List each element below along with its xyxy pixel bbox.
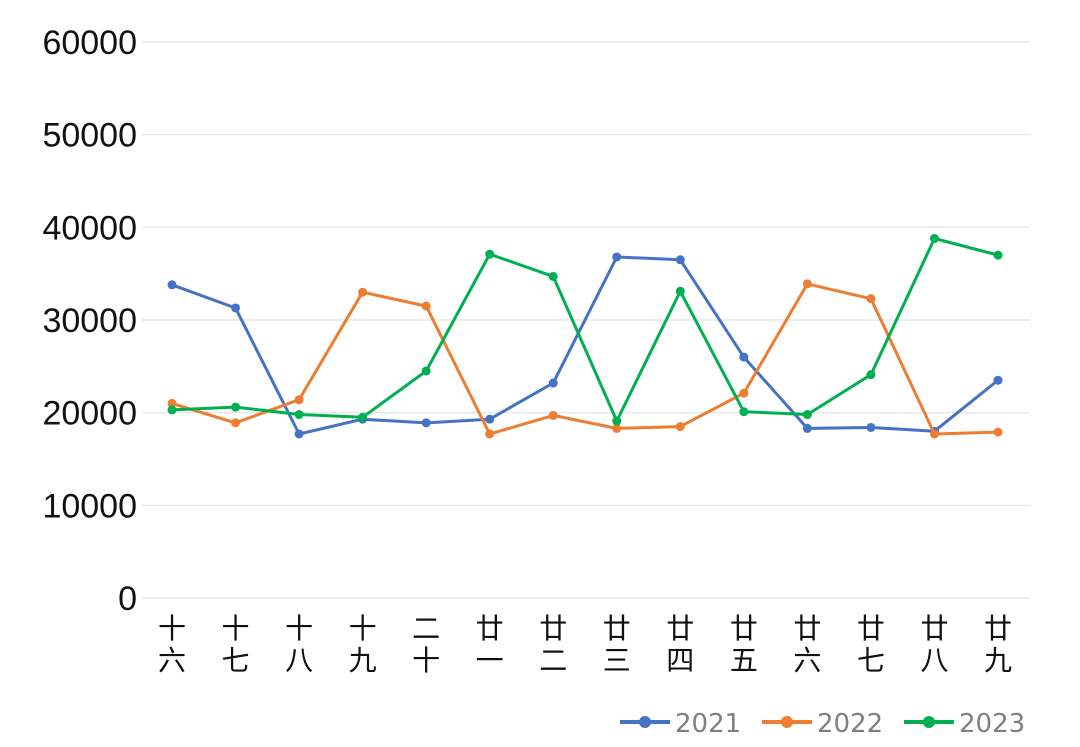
data-point	[358, 287, 368, 297]
data-point	[421, 301, 431, 311]
data-point	[612, 252, 622, 262]
data-point	[993, 427, 1003, 437]
x-tick-label: 廿三	[603, 612, 631, 677]
y-tick-label: 60000	[42, 24, 137, 62]
data-point	[993, 250, 1003, 260]
y-tick-label: 30000	[42, 302, 137, 340]
y-tick-label: 20000	[42, 395, 137, 433]
data-point	[294, 395, 304, 405]
data-point	[358, 412, 368, 422]
y-tick-label: 0	[118, 580, 137, 618]
data-point	[485, 414, 495, 424]
data-point	[167, 280, 177, 290]
legend-label: 2022	[817, 709, 883, 739]
data-point	[485, 429, 495, 439]
x-tick-label: 十六	[158, 612, 186, 677]
y-tick-label: 40000	[42, 209, 137, 247]
data-point	[866, 294, 876, 304]
series-line	[171, 282, 999, 436]
data-point	[675, 255, 685, 265]
x-tick-label: 廿八	[920, 612, 948, 677]
data-point	[675, 286, 685, 296]
x-tick-label: 廿二	[539, 612, 567, 677]
data-point	[929, 429, 939, 439]
data-point	[802, 410, 812, 420]
series-line	[171, 237, 999, 423]
data-point	[802, 423, 812, 433]
data-point	[485, 249, 495, 259]
data-point	[866, 422, 876, 432]
series-2023	[167, 233, 1003, 426]
data-point	[612, 416, 622, 426]
data-point	[866, 370, 876, 380]
x-tick-label: 廿一	[476, 612, 504, 677]
legend-label: 2023	[959, 709, 1025, 739]
data-point	[993, 375, 1003, 385]
data-point	[421, 366, 431, 376]
data-point	[294, 429, 304, 439]
data-point	[231, 303, 241, 313]
data-point	[802, 279, 812, 289]
legend-marker	[781, 716, 793, 728]
data-point	[548, 271, 558, 281]
x-tick-label: 廿四	[666, 612, 694, 677]
legend-item-2023[interactable]: 2023	[904, 709, 1025, 739]
x-tick-label: 二十	[412, 612, 440, 677]
data-point	[739, 407, 749, 417]
series-line	[171, 255, 999, 436]
data-point	[548, 410, 558, 420]
x-tick-label: 廿六	[793, 612, 821, 677]
data-point	[675, 422, 685, 432]
legend-label: 2021	[675, 709, 741, 739]
legend-item-2021[interactable]: 2021	[620, 709, 741, 739]
data-point	[929, 233, 939, 243]
legend-item-2022[interactable]: 2022	[762, 709, 883, 739]
data-point	[548, 378, 558, 388]
y-tick-label: 50000	[42, 117, 137, 155]
series-lines	[167, 233, 1003, 439]
data-point	[294, 410, 304, 420]
x-tick-label: 廿七	[857, 612, 885, 677]
data-point	[231, 402, 241, 412]
x-tick-label: 十八	[285, 612, 313, 677]
legend[interactable]: 2021 2022 2023	[620, 709, 1025, 739]
data-point	[167, 405, 177, 415]
data-point	[739, 388, 749, 398]
x-tick-label: 十七	[222, 612, 250, 677]
legend-marker	[639, 716, 651, 728]
data-point	[421, 418, 431, 428]
data-point	[739, 352, 749, 362]
x-tick-label: 十九	[349, 612, 377, 677]
x-tick-label: 廿五	[730, 612, 758, 677]
data-point	[231, 418, 241, 428]
legend-marker	[923, 716, 935, 728]
series-2022	[167, 279, 1003, 439]
x-tick-label: 廿九	[984, 612, 1012, 677]
y-axis-ticks: 0 10000 20000 30000 40000 50000 60000	[42, 24, 137, 618]
data-point	[612, 423, 622, 433]
data-point	[167, 398, 177, 408]
y-tick-label: 10000	[42, 487, 137, 525]
